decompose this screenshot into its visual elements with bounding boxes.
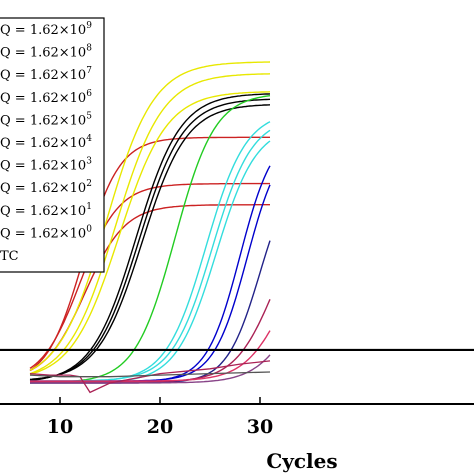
amplification-curve <box>29 182 270 369</box>
baseline-curve <box>29 360 271 394</box>
legend-box <box>0 17 105 273</box>
amplification-curve <box>29 73 271 375</box>
amplification-curves <box>29 61 271 394</box>
amplification-curve <box>29 98 271 381</box>
axes: 10 20 30 <box>0 397 474 438</box>
legend-entry: Q = 1.62×108 <box>0 44 92 61</box>
amplification-curve <box>29 61 271 371</box>
amplification-curve <box>29 104 271 380</box>
amplification-curve <box>29 136 270 371</box>
x-tick-label: 10 <box>47 416 73 438</box>
amplification-curve <box>29 93 271 382</box>
legend-entry: Q = 1.62×105 <box>0 111 92 128</box>
legend-entry: Q = 1.62×106 <box>0 89 92 106</box>
x-tick-label: 30 <box>247 416 273 438</box>
amplification-curve <box>29 91 271 376</box>
amplification-curve <box>30 330 271 382</box>
x-axis-label: Cycles <box>266 449 337 473</box>
legend: Q = 1.62×109 Q = 1.62×108 Q = 1.62×107 Q = … <box>0 17 105 273</box>
baseline-curve <box>29 371 271 378</box>
legend-entry: Q = 1.62×107 <box>0 66 92 83</box>
legend-entry: Q = 1.62×103 <box>0 157 92 174</box>
legend-entry: Q = 1.62×102 <box>0 179 92 196</box>
legend-entry: Q = 1.62×101 <box>0 202 92 219</box>
legend-entry: Q = 1.62×109 <box>0 21 92 38</box>
amplification-curve <box>30 299 271 383</box>
amplification-curve <box>30 354 271 384</box>
legend-entry: Q = 1.62×104 <box>0 134 92 151</box>
x-tick-label: 20 <box>147 416 173 438</box>
legend-entry: TC <box>0 249 19 264</box>
legend-entry: Q = 1.62×100 <box>0 224 92 241</box>
